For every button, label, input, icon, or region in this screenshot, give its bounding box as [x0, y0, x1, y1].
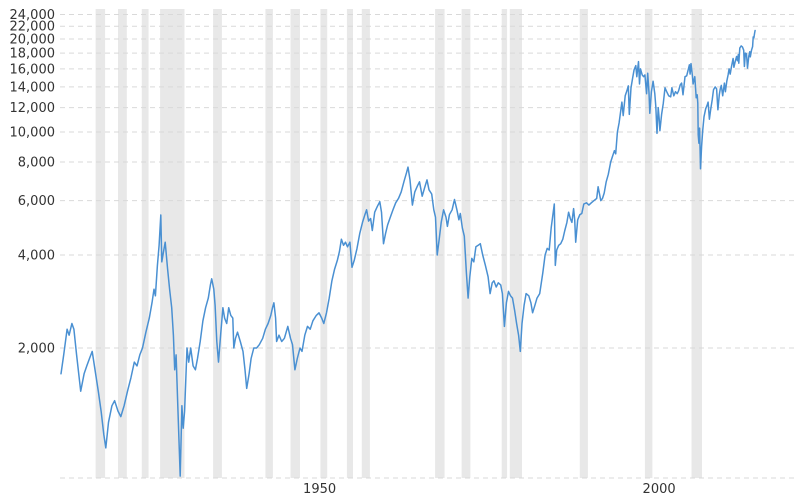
recession-band — [118, 9, 127, 478]
y-axis-tick-label: 6,000 — [18, 194, 55, 209]
recession-band — [501, 9, 508, 478]
y-axis-tick-label: 8,000 — [18, 156, 55, 171]
y-axis-tick-label: 14,000 — [10, 80, 56, 95]
y-axis-tick-label: 22,000 — [10, 20, 56, 35]
x-axis-tick-label: 2000 — [643, 482, 676, 497]
y-axis-tick-label: 24,000 — [10, 8, 56, 23]
recession-band — [644, 9, 653, 478]
recession-band — [160, 9, 185, 478]
recession-band — [290, 9, 300, 478]
x-axis-tick-label: 1950 — [303, 482, 336, 497]
recession-band — [691, 9, 702, 478]
price-line — [60, 29, 756, 477]
y-axis-tick-label: 2,000 — [18, 342, 55, 357]
recession-band — [320, 9, 328, 478]
recession-band — [435, 9, 445, 478]
y-axis-tick-label: 10,000 — [10, 126, 56, 141]
y-axis-tick-label: 4,000 — [18, 249, 55, 264]
recession-band — [265, 9, 273, 478]
recession-band — [95, 9, 106, 478]
y-axis-tick-label: 12,000 — [10, 101, 56, 116]
recession-band — [141, 9, 149, 478]
recession-band — [213, 9, 222, 478]
y-axis-tick-label: 16,000 — [10, 62, 56, 77]
recession-band — [579, 9, 588, 478]
recession-band — [461, 9, 471, 478]
recession-band — [509, 9, 522, 478]
y-axis-tick-label: 20,000 — [10, 33, 56, 48]
y-axis-tick-label: 18,000 — [10, 47, 56, 62]
recession-band — [361, 9, 370, 478]
